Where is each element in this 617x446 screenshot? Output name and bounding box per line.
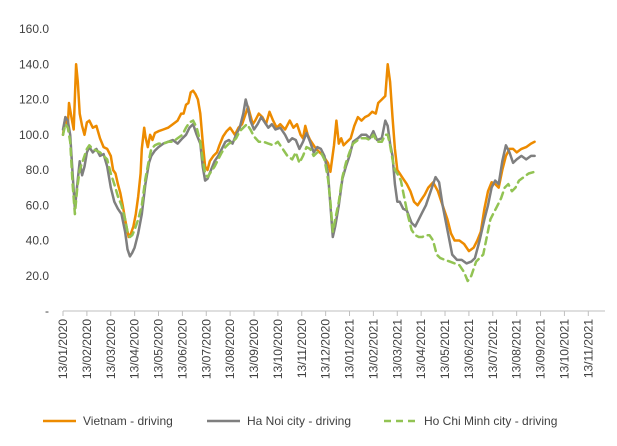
series-layer	[61, 63, 536, 283]
x-tick-label: 13/02/2021	[366, 319, 380, 379]
y-tick-label: 140.0	[19, 57, 49, 71]
x-tick-label: 13/04/2020	[128, 319, 142, 379]
series-line-2	[61, 98, 536, 265]
x-tick-label: 13/09/2021	[534, 319, 548, 379]
legend: Vietnam - driving Ha Noi city - driving Ho…	[43, 414, 557, 428]
x-tick-label: 13/05/2020	[152, 319, 166, 379]
x-tick-label: 13/06/2020	[175, 319, 189, 379]
x-tick-label: 13/03/2021	[390, 319, 404, 379]
x-tick-label: 13/01/2020	[56, 319, 70, 379]
x-tick-label: 13/12/2020	[319, 319, 333, 379]
x-tick-label: 13/11/2020	[295, 319, 309, 378]
y-tick-label: 160.0	[19, 22, 49, 36]
y-axis: - 20.0 40.0 60.0 80.0 100.0 120.0 140.0 160.0	[19, 22, 49, 318]
y-tick-label: 80.0	[26, 163, 50, 177]
legend-label: Ha Noi city - driving	[247, 414, 351, 428]
legend-label: Ho Chi Minh city - driving	[424, 414, 557, 428]
x-tick-label: 13/07/2020	[199, 319, 213, 379]
x-tick-label: 13/04/2021	[414, 319, 428, 379]
x-tick-label: 13/08/2021	[510, 319, 524, 379]
y-tick-label: 60.0	[26, 198, 50, 212]
x-tick-label: 13/02/2020	[80, 319, 94, 379]
x-axis: 13/01/2020 13/02/2020 13/03/2020 13/04/2020…	[56, 310, 605, 379]
y-tick-label: 40.0	[26, 234, 50, 248]
y-tick-label: 100.0	[19, 128, 49, 142]
x-tick-label: 13/11/2021	[581, 319, 595, 378]
y-tick-label: -	[45, 304, 49, 318]
x-tick-label: 13/10/2021	[557, 319, 571, 379]
x-tick-label: 13/07/2021	[486, 319, 500, 379]
y-tick-label: 20.0	[26, 269, 50, 283]
x-tick-label: 13/08/2020	[223, 319, 237, 379]
series-line-3	[61, 119, 536, 283]
x-tick-label: 13/01/2021	[343, 319, 357, 379]
x-tick-label: 13/06/2021	[462, 319, 476, 379]
x-tick-label: 13/10/2020	[271, 319, 285, 379]
x-tick-label: 13/03/2020	[104, 319, 118, 379]
legend-label: Vietnam - driving	[83, 414, 173, 428]
x-tick-label: 13/05/2021	[438, 319, 452, 379]
y-tick-label: 120.0	[19, 93, 49, 107]
x-tick-label: 13/09/2020	[247, 319, 261, 379]
